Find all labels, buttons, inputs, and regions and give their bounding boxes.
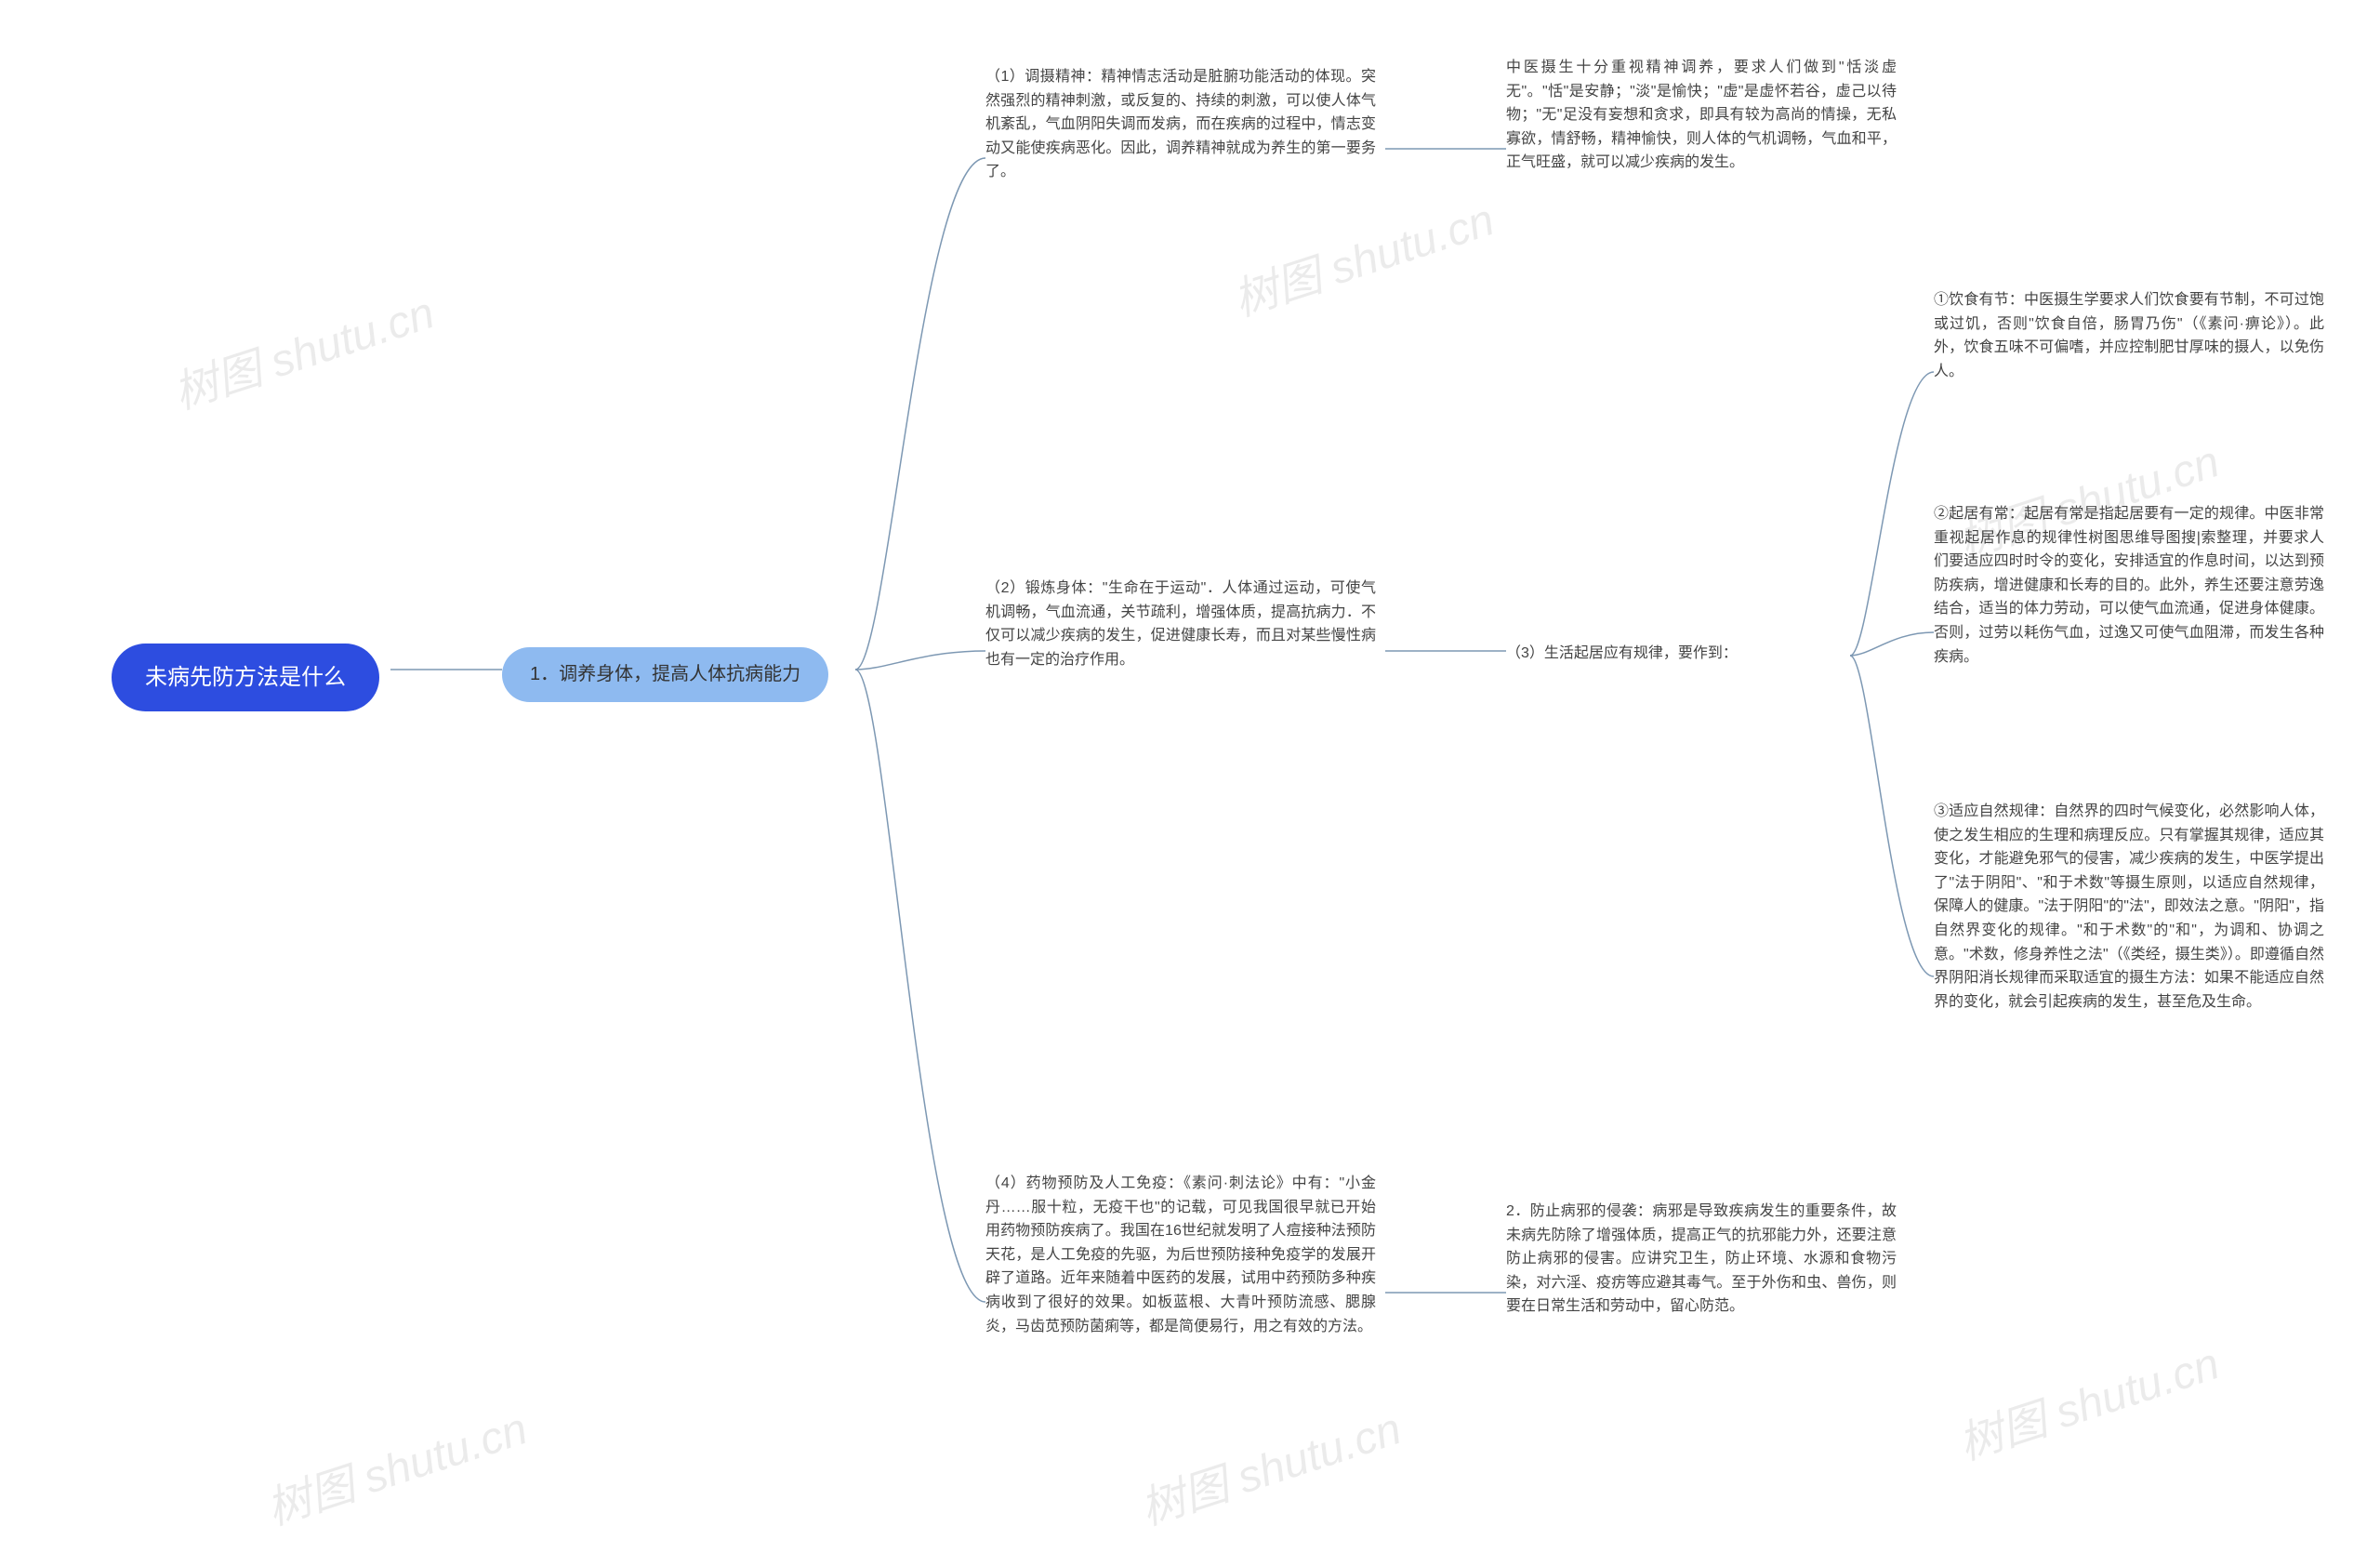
node-3a[interactable]: ①饮食有节：中医摄生学要求人们饮食要有节制，不可过饱或过饥，否则"饮食自倍，肠胃… [1934,288,2324,383]
mindmap-canvas: 未病先防方法是什么 1．调养身体，提高人体抗病能力 （1）调摄精神：精神情志活动… [0,0,2380,1566]
node-5[interactable]: 2．防止病邪的侵袭：病邪是导致疾病发生的重要条件，故未病先防除了增强体质，提高正… [1506,1200,1897,1319]
node-2[interactable]: （2）锻炼身体："生命在于运动"．人体通过运动，可使气机调畅，气血流通，关节疏利… [985,577,1376,671]
level2-node[interactable]: 1．调养身体，提高人体抗病能力 [502,647,828,702]
watermark: 树图 shutu.cn [1223,183,1501,328]
node-3[interactable]: （3）生活起居应有规律，要作到： [1506,642,1841,666]
node-3c[interactable]: ③适应自然规律：自然界的四时气候变化，必然影响人体，使之发生相应的生理和病理反应… [1934,800,2324,1014]
node-4[interactable]: （4）药物预防及人工免疫：《素问·刺法论》中有："小金丹……服十粒，无疫干也"的… [985,1172,1376,1338]
root-node[interactable]: 未病先防方法是什么 [112,644,379,711]
node-3b[interactable]: ②起居有常：起居有常是指起居要有一定的规律。中医非常重视起居作息的规律性树图思维… [1934,502,2324,669]
watermark: 树图 shutu.cn [257,1392,534,1537]
watermark: 树图 shutu.cn [1130,1392,1408,1537]
node-1[interactable]: （1）调摄精神：精神情志活动是脏腑功能活动的体现。突然强烈的精神刺激，或反复的、… [985,65,1376,184]
node-1a[interactable]: 中医摄生十分重视精神调养，要求人们做到"恬淡虚无"。"恬"是安静；"淡"是愉快；… [1506,56,1897,175]
watermark: 树图 shutu.cn [1949,1327,2226,1472]
watermark: 树图 shutu.cn [164,276,441,421]
